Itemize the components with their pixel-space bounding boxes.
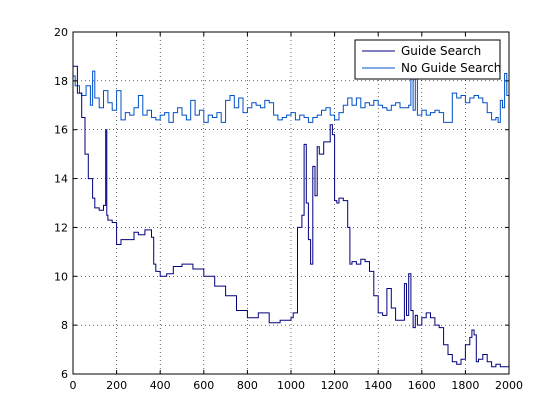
x-tick-label: 600	[193, 379, 214, 392]
x-tick-label: 1600	[408, 379, 436, 392]
legend-box	[354, 39, 501, 80]
x-tick-label: 1000	[277, 379, 305, 392]
x-tick-label: 0	[70, 379, 77, 392]
x-tick-label: 400	[150, 379, 171, 392]
x-tick-label: 200	[106, 379, 127, 392]
y-tick-label: 8	[61, 319, 68, 332]
legend-label: Guide Search	[401, 44, 481, 58]
y-tick-label: 10	[54, 270, 68, 283]
plot-area	[73, 32, 509, 374]
legend-label: No Guide Search	[401, 61, 501, 75]
y-tick-label: 6	[61, 368, 68, 381]
x-tick-label: 2000	[495, 379, 523, 392]
x-tick-label: 1200	[321, 379, 349, 392]
y-tick-label: 14	[54, 173, 68, 186]
axis-ticks: 0 200 400 600 800 1000 1200 1400 1600 1800 2000 6 8 1…	[54, 26, 523, 392]
x-tick-label: 800	[237, 379, 258, 392]
x-tick-label: 1800	[451, 379, 479, 392]
y-tick-label: 20	[54, 26, 68, 39]
series-line-guide-search	[73, 65, 510, 368]
series-layer	[73, 65, 510, 368]
y-tick-label: 16	[54, 124, 68, 137]
y-tick-label: 18	[54, 75, 68, 88]
legend: Guide Search No Guide Search	[354, 39, 501, 80]
x-tick-label: 1400	[364, 379, 392, 392]
y-tick-label: 12	[54, 221, 68, 234]
series-line-no-guide-search	[73, 68, 510, 128]
